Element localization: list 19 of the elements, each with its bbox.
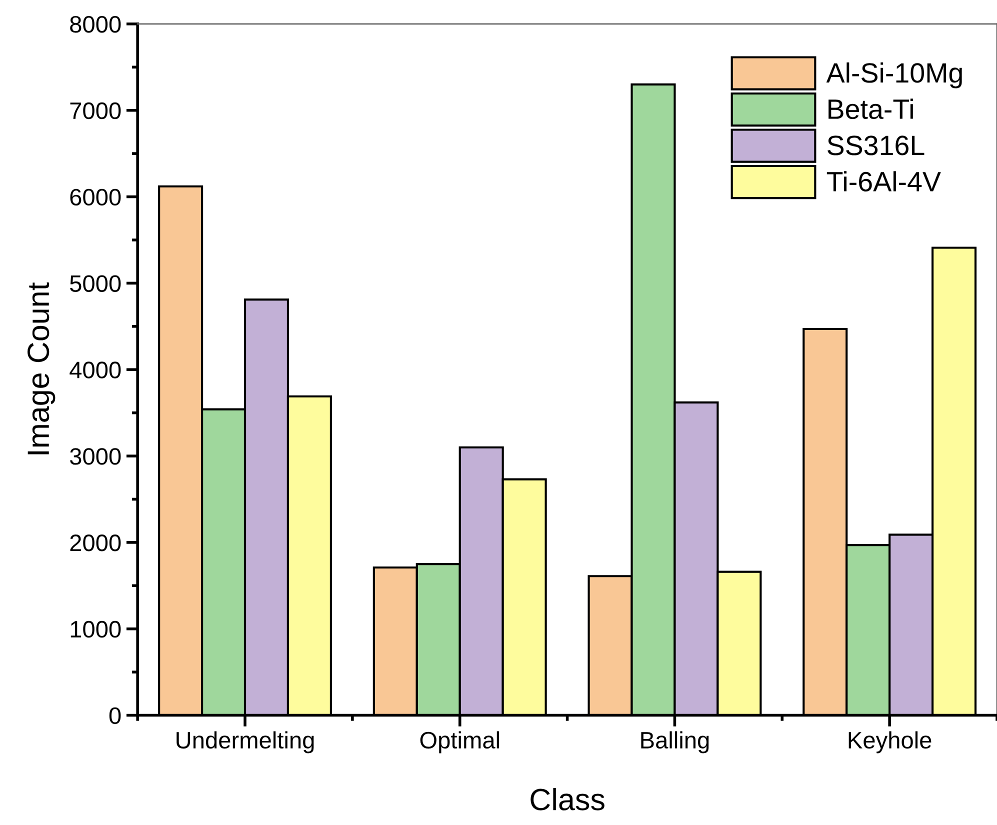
legend-label: Ti-6Al-4V <box>826 171 941 192</box>
x-tick-label: Keyhole <box>848 731 932 754</box>
y-tick-label: 5000 <box>70 275 121 292</box>
y-tick-label: 4000 <box>70 362 121 378</box>
y-tick-label: 7000 <box>70 102 121 120</box>
x-tick-label: Balling <box>641 731 709 754</box>
y-tick-label: 8000 <box>70 16 121 33</box>
legend-label: Al-Si-10Mg <box>826 62 962 88</box>
legend-label: SS316L <box>828 136 924 156</box>
y-tick-label: 1000 <box>70 620 121 638</box>
y-axis-title: Image Count <box>28 282 56 454</box>
x-axis-title: Class <box>530 788 604 810</box>
x-tick-label: Optimal <box>420 731 499 754</box>
legend-label: Beta-Ti <box>828 98 913 120</box>
x-tick-label: Undermelting <box>176 731 314 754</box>
y-tick-label: 2000 <box>70 534 121 552</box>
y-tick-label: 3000 <box>70 448 121 465</box>
y-tick-label: 6000 <box>70 188 121 206</box>
y-tick-label: 0 <box>109 707 121 724</box>
